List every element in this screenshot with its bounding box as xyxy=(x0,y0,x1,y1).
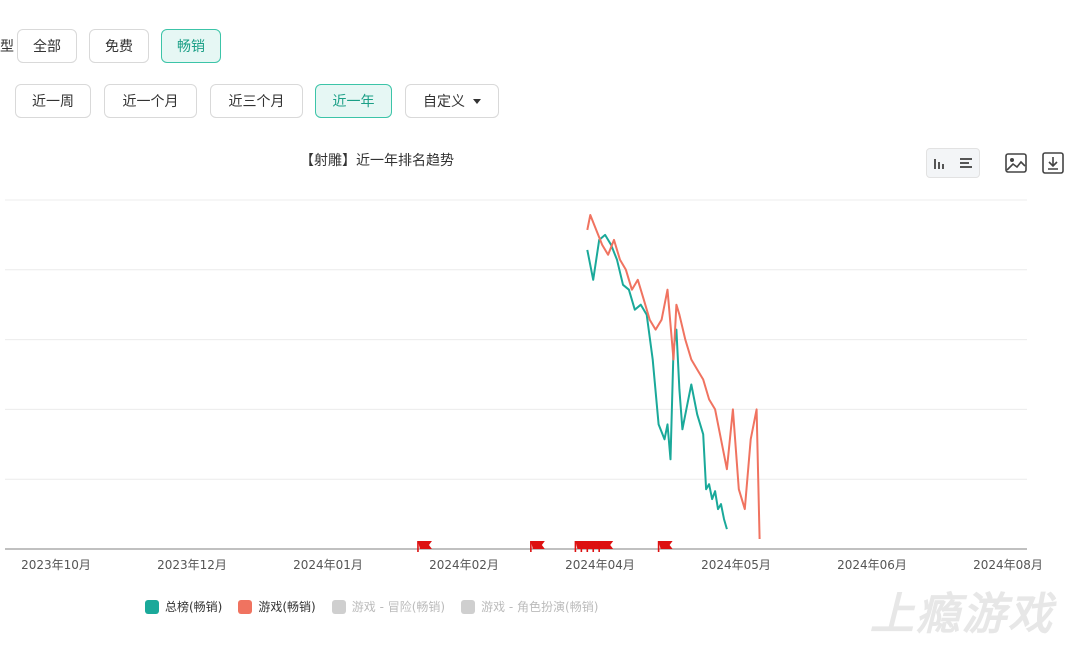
list-icon[interactable] xyxy=(953,149,979,177)
view-toggle[interactable] xyxy=(926,148,980,178)
legend-item-2[interactable]: 游戏 - 冒险(畅销) xyxy=(331,598,446,615)
filter-all-button[interactable]: 全部 xyxy=(17,29,77,63)
x-tick-label: 2024年05月 xyxy=(701,558,771,572)
range-month-button[interactable]: 近一个月 xyxy=(104,84,197,118)
legend-swatch xyxy=(238,599,253,614)
x-tick-label: 2023年10月 xyxy=(21,558,91,572)
x-tick-label: 2024年06月 xyxy=(837,558,907,572)
legend-label: 游戏(畅销) xyxy=(258,600,316,614)
event-flag-marker[interactable] xyxy=(598,541,614,552)
range-custom-label: 自定义 xyxy=(423,94,465,110)
chevron-down-icon xyxy=(473,98,481,104)
x-tick-label: 2024年04月 xyxy=(565,558,635,572)
image-export-icon[interactable] xyxy=(1003,150,1029,176)
chart-legend: 总榜(畅销) 游戏(畅销) 游戏 - 冒险(畅销) 游戏 - 角色扮演(畅销) xyxy=(145,598,598,615)
legend-label: 总榜(畅销) xyxy=(165,600,223,614)
filter-free-button[interactable]: 免费 xyxy=(89,29,149,63)
bar-chart-icon[interactable] xyxy=(927,149,953,177)
range-week-button[interactable]: 近一周 xyxy=(15,84,91,118)
ranking-trend-chart: 2023年10月 2023年12月 2024年01月 2024年02月 2024年04月… xyxy=(5,199,1043,572)
legend-item-3[interactable]: 游戏 - 角色扮演(畅销) xyxy=(461,598,598,615)
filter-grossing-button[interactable]: 畅销 xyxy=(161,29,221,63)
legend-item-0[interactable]: 总榜(畅销) xyxy=(145,598,222,615)
download-icon[interactable] xyxy=(1040,150,1066,176)
legend-label: 游戏 - 冒险(畅销) xyxy=(351,600,446,614)
range-3month-button[interactable]: 近三个月 xyxy=(210,84,303,118)
event-flag-marker[interactable] xyxy=(417,541,432,552)
event-flag-marker[interactable] xyxy=(657,541,673,552)
watermark-logo: 上瘾游戏 xyxy=(870,589,1054,640)
range-year-button[interactable]: 近一年 xyxy=(315,84,392,118)
legend-swatch xyxy=(331,599,346,614)
chart-title: 【射雕】近一年排名趋势 xyxy=(300,153,454,169)
filter-row-label: 型 xyxy=(0,39,14,55)
x-tick-label: 2023年12月 xyxy=(157,558,227,572)
legend-label: 游戏 - 角色扮演(畅销) xyxy=(481,600,599,614)
x-tick-label: 2024年08月 xyxy=(973,558,1043,572)
series-line-0 xyxy=(586,233,728,530)
event-flag-marker[interactable] xyxy=(530,541,545,552)
legend-swatch xyxy=(145,599,159,614)
legend-item-1[interactable]: 游戏(畅销) xyxy=(238,598,316,615)
x-tick-label: 2024年01月 xyxy=(293,558,363,572)
x-tick-label: 2024年02月 xyxy=(429,558,499,572)
series-line-1 xyxy=(586,214,761,540)
legend-swatch xyxy=(461,599,476,614)
range-custom-dropdown[interactable]: 自定义 xyxy=(405,84,499,118)
